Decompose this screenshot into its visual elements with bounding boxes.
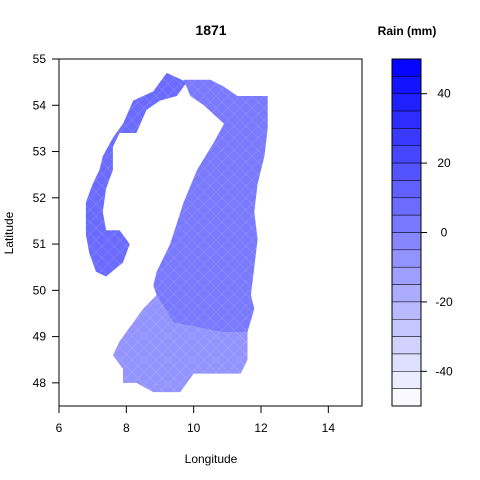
- colorbar-tick-label: 0: [441, 226, 448, 240]
- colorbar-step: [391, 58, 422, 77]
- x-axis-label: Longitude: [185, 452, 238, 466]
- y-tick-label: 54: [33, 98, 47, 112]
- colorbar-step: [391, 232, 422, 251]
- colorbar-step: [391, 266, 422, 285]
- colorbar-tick-label: -20: [435, 295, 453, 309]
- y-axis: 48 49 50 51 52 53 54 55: [33, 52, 60, 390]
- colorbar-step: [391, 319, 422, 337]
- colorbar: 40 20 0 -20 -40: [391, 58, 453, 407]
- colorbar-step: [391, 301, 422, 320]
- region-mesh-0: [85, 72, 187, 277]
- rain-regions: [85, 72, 268, 393]
- y-tick-label: 50: [33, 283, 47, 297]
- y-tick-label: 53: [33, 145, 47, 159]
- y-tick-label: 49: [33, 330, 47, 344]
- colorbar-step: [391, 197, 422, 216]
- colorbar-step: [391, 180, 422, 199]
- x-tick-label: 6: [56, 421, 63, 435]
- colorbar-title: Rain (mm): [378, 24, 437, 38]
- colorbar-step: [391, 110, 422, 129]
- colorbar-step: [391, 162, 422, 181]
- colorbar-step: [391, 336, 422, 355]
- colorbar-step: [391, 249, 422, 268]
- chart-title: 1871: [195, 22, 226, 38]
- colorbar-step: [391, 284, 422, 303]
- colorbar-step: [391, 128, 422, 146]
- colorbar-step: [391, 371, 422, 389]
- x-axis: 6 8 10 12 14: [56, 405, 336, 435]
- x-tick-label: 12: [254, 421, 268, 435]
- colorbar-step: [391, 353, 422, 372]
- region-mesh-1: [153, 79, 268, 332]
- colorbar-step: [391, 145, 422, 164]
- y-tick-label: 48: [33, 376, 47, 390]
- y-tick-label: 51: [33, 237, 47, 251]
- colorbar-step: [391, 76, 422, 94]
- x-tick-label: 8: [123, 421, 130, 435]
- colorbar-tick-label: 40: [437, 87, 451, 101]
- colorbar-step: [391, 388, 422, 407]
- y-tick-label: 55: [33, 52, 47, 66]
- x-tick-label: 14: [322, 421, 336, 435]
- colorbar-step: [391, 93, 422, 112]
- colorbar-tick-label: -40: [435, 364, 453, 378]
- region-mesh-2: [112, 295, 248, 393]
- x-tick-label: 10: [187, 421, 201, 435]
- colorbar-tick-label: 20: [437, 156, 451, 170]
- y-axis-label: Latitude: [2, 211, 16, 254]
- y-tick-label: 52: [33, 191, 47, 205]
- colorbar-step: [391, 214, 422, 233]
